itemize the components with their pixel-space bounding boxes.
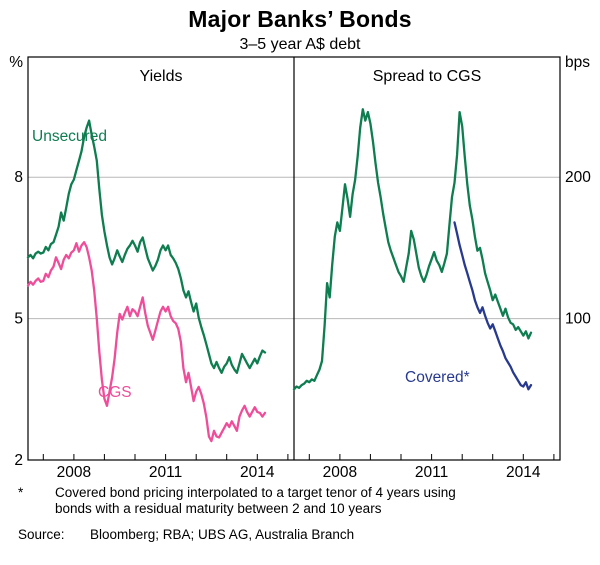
y-tick-label: 2: [14, 452, 23, 469]
x-tick-label: 2011: [149, 464, 182, 481]
footnote-text: Covered bond pricing interpolated to a t…: [55, 485, 578, 517]
series-lines: [26, 108, 533, 443]
footnote-marker: *: [18, 485, 24, 500]
left-panel-title: Yields: [140, 68, 183, 85]
right-panel-title: Spread to CGS: [373, 68, 482, 85]
covered-series-label: Covered*: [405, 369, 470, 386]
footnote: * Covered bond pricing interpolated to a…: [18, 485, 578, 517]
right-axis-unit-label: bps: [565, 54, 590, 71]
x-tick-label: 2008: [323, 464, 357, 481]
y-tick-label: 8: [14, 169, 23, 186]
series-line-unsecured: [26, 119, 267, 374]
chart-title: Major Banks’ Bonds: [188, 6, 412, 32]
series-line-covered: [453, 221, 533, 391]
x-tick-label: 2011: [415, 464, 448, 481]
source-line: Source: Bloomberg; RBA; UBS AG, Australia…: [18, 527, 354, 542]
unsecured-series-label: Unsecured: [32, 128, 107, 145]
x-tick-label: 2014: [506, 464, 541, 481]
y-tick-label: 100: [565, 311, 591, 328]
gridlines: [28, 176, 560, 320]
series-line-unsecured-spread-to-cgs: [292, 108, 533, 391]
axis-ticks: [42, 454, 555, 460]
footnote-line-2: bonds with a residual maturity between 2…: [55, 501, 382, 516]
y-tick-label: 5: [14, 311, 23, 328]
left-axis-unit-label: %: [9, 54, 23, 71]
series-line-cgs: [26, 241, 267, 443]
cgs-series-label: CGS: [98, 384, 132, 401]
y-tick-label: 200: [565, 169, 591, 186]
x-tick-label: 2014: [240, 464, 275, 481]
x-tick-label: 2008: [57, 464, 91, 481]
source-label: Source:: [18, 527, 65, 542]
chart-subtitle: 3–5 year A$ debt: [239, 36, 361, 53]
source-text: Bloomberg; RBA; UBS AG, Australia Branch: [90, 527, 355, 542]
footnote-line-1: Covered bond pricing interpolated to a t…: [55, 485, 456, 500]
axis-tick-labels: 2 5 8 2008 2011 2014 100 200 2008 2011 2014: [14, 169, 591, 481]
